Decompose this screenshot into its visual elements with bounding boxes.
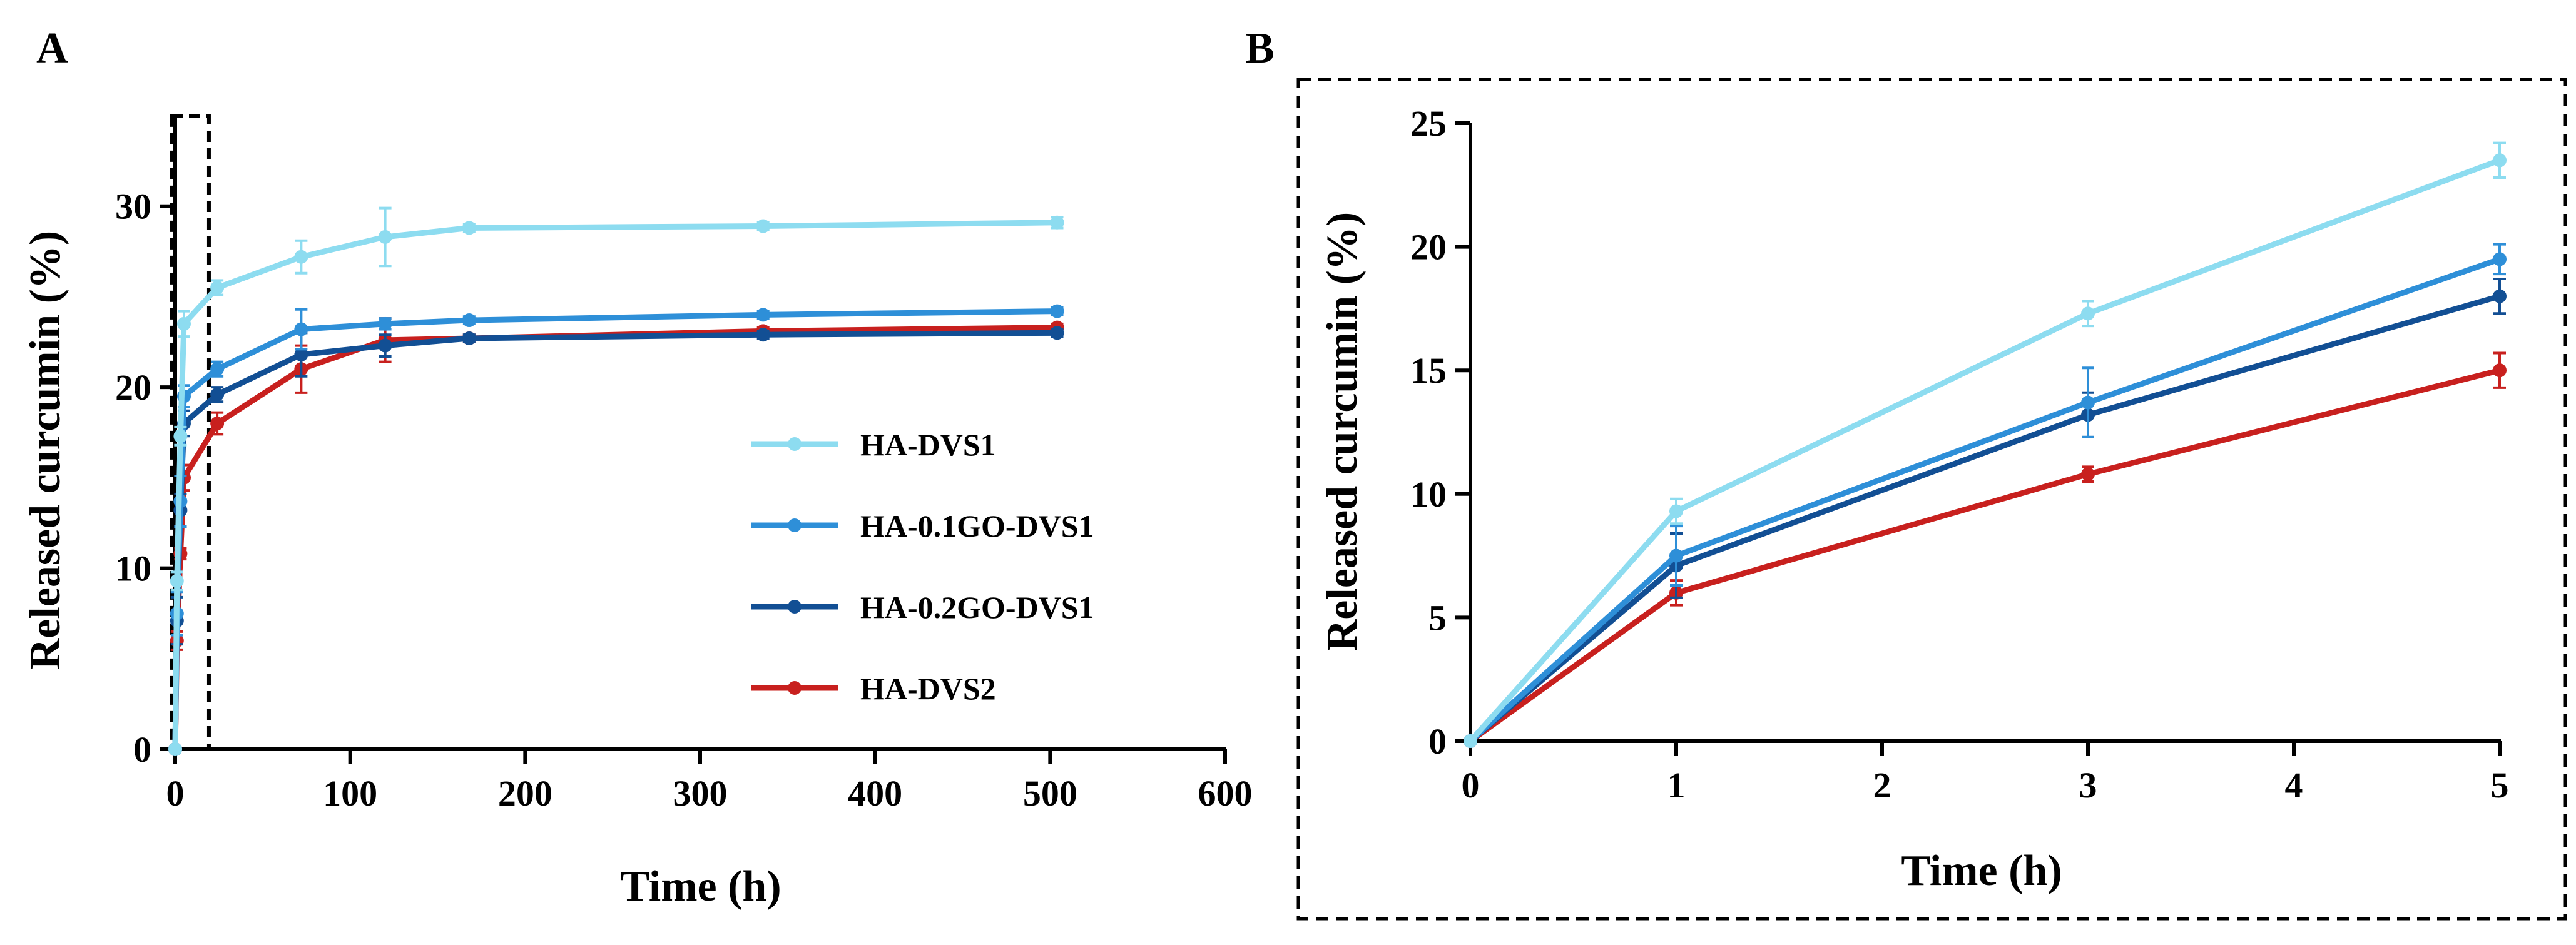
panel-b-x-axis-label: Time (h)	[1901, 847, 2062, 895]
panel-a-point-ha-0-2go-dvs1	[210, 387, 225, 402]
panel-a-x-tick-label: 300	[673, 773, 728, 814]
panel-a-point-ha-dvs1	[173, 429, 188, 443]
panel-a-x-tick-label: 200	[498, 773, 552, 814]
panel-b-point-ha-dvs1	[1669, 504, 1683, 518]
panel-a-point-ha-0-2go-dvs1	[294, 348, 308, 362]
legend-marker-ha-dvs2	[788, 681, 802, 695]
panel-a-point-ha-dvs1	[176, 316, 191, 331]
panel-b-y-tick-label: 0	[1428, 721, 1447, 762]
panel-b-line-ha-dvs2	[1469, 367, 2501, 744]
panel-b-x-tick-label: 0	[1462, 765, 1480, 806]
panel-a-y-tick-label: 20	[115, 367, 151, 408]
panel-a-point-ha-0-1go-dvs1	[210, 362, 225, 376]
panel-b-point-ha-0-1go-dvs1	[2081, 395, 2095, 410]
panel-a-point-ha-dvs1	[378, 230, 392, 244]
panel-b-line-ha-0-2go-dvs1	[1469, 293, 2501, 744]
panel-a-point-ha-dvs1	[1050, 215, 1064, 230]
panel-a-point-ha-dvs1	[168, 742, 182, 756]
panel-a-y-tick-label: 10	[115, 548, 151, 589]
panel-b-point-ha-dvs1	[2493, 153, 2507, 168]
panel-a-point-ha-0-1go-dvs1	[756, 308, 770, 322]
panel-b-point-ha-0-2go-dvs1	[2493, 289, 2507, 303]
panel-a-point-ha-dvs1	[210, 280, 225, 295]
panel-a-point-ha-dvs1	[170, 574, 184, 588]
legend-label-ha-dvs2: HA-DVS2	[860, 671, 996, 706]
panel-a-point-ha-0-2go-dvs1	[462, 331, 476, 345]
panel-a-x-axis-label: Time (h)	[620, 862, 781, 911]
legend-label-ha-0-1go-dvs1: HA-0.1GO-DVS1	[860, 508, 1094, 543]
panel-a-x-tick-label: 500	[1023, 773, 1077, 814]
panel-b-x-tick-label: 1	[1667, 765, 1686, 806]
panel-a-y-axis-label: Released curcumin (%)	[21, 231, 69, 670]
legend-label-ha-dvs1: HA-DVS1	[860, 427, 996, 462]
panel-a-point-ha-0-1go-dvs1	[1050, 304, 1064, 318]
panel-b-x-tick-label: 4	[2285, 765, 2303, 806]
panel-a-y-tick-label: 30	[115, 186, 151, 227]
panel-b-chart: 0 1 2 3 4 5 0 5 10 15 20 25 Time (h) Released curcu…	[1318, 103, 2509, 895]
panel-a-point-ha-0-2go-dvs1	[756, 328, 770, 342]
panel-a-x-tick-label: 100	[323, 773, 377, 814]
legend-marker-ha-0-1go-dvs1	[788, 518, 802, 532]
panel-a-point-ha-0-1go-dvs1	[462, 313, 476, 328]
panel-a-letter: A	[36, 24, 68, 73]
panel-b-y-axis-label: Released curcumin (%)	[1318, 212, 1367, 652]
panel-a-y-tick-label: 0	[133, 729, 151, 770]
panel-b-series	[1464, 141, 2507, 748]
panel-b-point-ha-dvs2	[2493, 363, 2507, 378]
panel-a-line-ha-dvs1	[172, 220, 1057, 750]
legend-label-ha-0-2go-dvs1: HA-0.2GO-DVS1	[860, 590, 1094, 625]
panel-a-chart: 0 100 200 300 400 500 600 0 10 20 30 Time (h) Rele…	[21, 114, 1253, 911]
panel-b-dashed-frame	[1296, 78, 2567, 921]
legend-marker-ha-dvs1	[788, 437, 802, 451]
panel-a-point-ha-dvs1	[462, 221, 476, 235]
panel-b-point-ha-dvs1	[2081, 306, 2095, 321]
panel-b-y-tick-label: 5	[1428, 597, 1447, 638]
panel-a-point-ha-0-2go-dvs1	[1050, 326, 1064, 340]
panel-a-point-ha-dvs1	[756, 219, 770, 233]
panel-b-x-tick-label: 3	[2079, 765, 2097, 806]
panel-b-letter: B	[1245, 24, 1275, 73]
panel-a-point-ha-0-2go-dvs1	[378, 338, 392, 353]
panel-b-line-ha-0-1go-dvs1	[1468, 256, 2501, 744]
panel-a-legend: HA-DVS1 HA-0.1GO-DVS1 HA-0.2GO-DVS1 HA-DVS2	[751, 427, 1094, 706]
panel-a-point-ha-dvs1	[294, 250, 308, 264]
panel-b-x-tick-label: 2	[1873, 765, 1891, 806]
panel-b-axes: 0 1 2 3 4 5 0 5 10 15 20 25	[1410, 103, 2509, 806]
panel-a-point-ha-dvs2	[210, 417, 225, 431]
panel-b-y-tick-label: 25	[1410, 103, 1447, 144]
panel-a-x-tick-label: 0	[166, 773, 185, 814]
legend-marker-ha-0-2go-dvs1	[788, 600, 802, 614]
panel-a-x-tick-label: 400	[848, 773, 902, 814]
panel-b-y-tick-label: 10	[1410, 474, 1447, 515]
panel-b-x-tick-label: 5	[2491, 765, 2509, 806]
panel-b-point-ha-dvs2	[2081, 467, 2095, 482]
panel-b-y-tick-label: 20	[1410, 227, 1447, 268]
panel-b-point-ha-dvs1	[1464, 734, 1477, 748]
panel-a-x-tick-label: 600	[1198, 773, 1253, 814]
panel-b-line-ha-dvs1	[1468, 158, 2501, 744]
panel-b-point-ha-0-1go-dvs1	[1669, 548, 1683, 563]
panel-a-axes: 0 100 200 300 400 500 600 0 10 20 30	[115, 116, 1253, 814]
panel-a-point-ha-0-1go-dvs1	[294, 322, 308, 336]
panel-a-series	[168, 206, 1064, 756]
panel-a-point-ha-0-1go-dvs1	[378, 316, 392, 331]
panel-b-point-ha-0-1go-dvs1	[2493, 252, 2507, 266]
panel-b-y-tick-label: 15	[1410, 350, 1447, 391]
